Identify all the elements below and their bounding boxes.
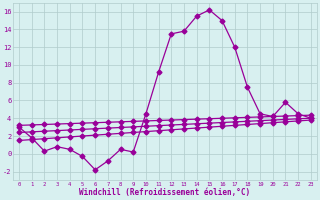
X-axis label: Windchill (Refroidissement éolien,°C): Windchill (Refroidissement éolien,°C)	[79, 188, 251, 197]
